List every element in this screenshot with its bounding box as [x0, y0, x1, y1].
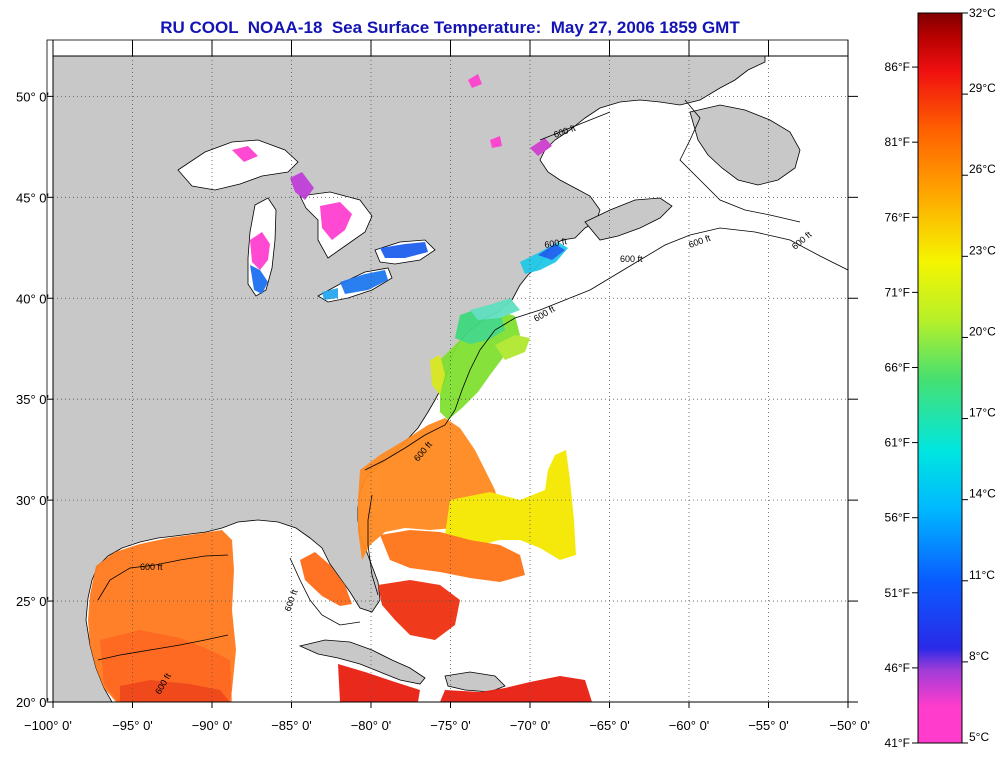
fahrenheit-label: 51°F [885, 586, 910, 600]
contour-label: 600 ft [140, 562, 163, 572]
celsius-label: 5°C [969, 730, 989, 744]
fahrenheit-label: 66°F [885, 360, 910, 374]
lat-tick-label: 20° 0' [16, 695, 49, 710]
lon-tick-label: −50° 0' [829, 718, 870, 733]
lat-tick-label: 40° 0' [16, 291, 49, 306]
fahrenheit-label: 76°F [885, 210, 910, 224]
lon-tick-label: −100° 0' [24, 718, 72, 733]
fahrenheit-label: 81°F [885, 135, 910, 149]
lon-tick-label: −90° 0' [192, 718, 233, 733]
longitude-tick-labels: −100° 0' −95° 0' −90° 0' −85° 0' −80° 0' −75°… [24, 718, 870, 733]
lon-tick-label: −85° 0' [271, 718, 312, 733]
fahrenheit-label: 71°F [885, 285, 910, 299]
depth-contours [97, 99, 848, 661]
lon-tick-label: −65° 0' [589, 718, 630, 733]
fahrenheit-label: 46°F [885, 661, 910, 675]
celsius-label: 11°C [969, 568, 995, 582]
fahrenheit-label: 86°F [885, 60, 910, 74]
land-newfoundland [689, 104, 801, 186]
lake-superior [177, 139, 299, 191]
celsius-label: 23°C [969, 243, 996, 257]
celsius-label: 20°C [969, 324, 996, 338]
fahrenheit-label: 61°F [885, 436, 910, 450]
land-hispaniola [444, 671, 506, 693]
fahrenheit-label: 56°F [885, 511, 910, 525]
lat-tick-label: 25° 0' [16, 594, 49, 609]
celsius-label: 14°C [969, 487, 996, 501]
map-title: RU COOL NOAA-18 Sea Surface Temperature:… [160, 18, 740, 37]
contour-label: 600 ft [620, 254, 643, 264]
lon-tick-label: −60° 0' [669, 718, 710, 733]
land-cuba [298, 639, 426, 685]
colorbar [917, 12, 963, 744]
colorbar-fahrenheit-labels: 41°F 46°F 51°F 56°F 61°F 66°F 71°F 76°F 81°F 86°F [885, 60, 918, 750]
lat-tick-label: 50° 0' [16, 89, 49, 104]
land-nova-scotia [584, 197, 673, 241]
celsius-label: 29°C [969, 81, 996, 95]
outer-frame [46, 39, 849, 703]
sst-data-layer [88, 74, 592, 702]
colorbar-celsius-labels: 5°C 8°C 11°C 14°C 17°C 20°C 23°C 26°C 29°C 32°C [962, 6, 996, 744]
land-north-america [53, 56, 766, 702]
latitude-tick-labels: 20° 0' 25° 0' 30° 0' 35° 0' 40° 0' 45° 0' 50° … [16, 89, 49, 710]
celsius-label: 32°C [969, 6, 996, 20]
celsius-label: 26°C [969, 162, 996, 176]
lat-tick-label: 45° 0' [16, 190, 49, 205]
lon-tick-label: −75° 0' [430, 718, 471, 733]
celsius-label: 8°C [969, 649, 989, 663]
lon-tick-label: −95° 0' [112, 718, 153, 733]
lon-tick-label: −70° 0' [510, 718, 551, 733]
fahrenheit-label: 41°F [885, 736, 910, 750]
lat-tick-label: 35° 0' [16, 392, 49, 407]
lon-tick-label: −55° 0' [748, 718, 789, 733]
lat-tick-label: 30° 0' [16, 493, 49, 508]
lon-tick-label: −80° 0' [351, 718, 392, 733]
contour-label: 600 ft [544, 236, 568, 250]
celsius-label: 17°C [969, 406, 996, 420]
graticule [47, 40, 858, 708]
